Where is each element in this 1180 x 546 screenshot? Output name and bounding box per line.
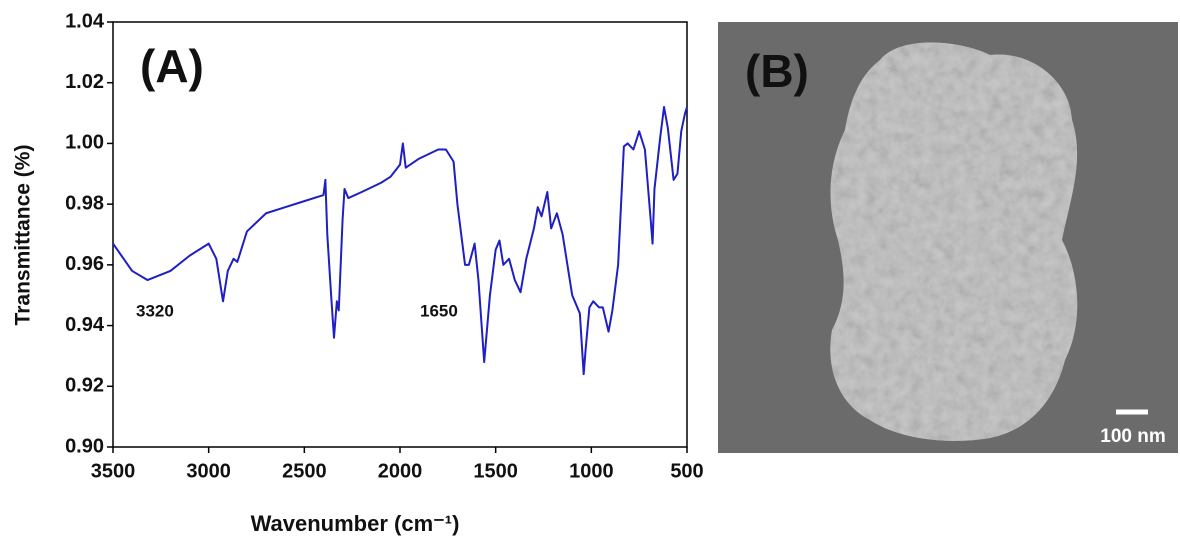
x-tick-label: 500 [670,460,703,482]
y-tick-label: 1.00 [65,132,104,154]
x-tick-label: 1500 [473,460,518,482]
annotation: 3320 [136,301,174,320]
y-tick-label: 1.02 [65,71,104,93]
x-tick-label: 2000 [378,460,423,482]
spectrum-line [112,106,688,376]
x-tick-label: 2500 [282,460,327,482]
x-tick-label: 1000 [569,460,614,482]
x-tick-label: 3500 [91,460,136,482]
scale-bar-label: 100 nm [1100,426,1165,447]
y-tick-label: 0.98 [65,192,104,214]
y-axis-label: Transmittance (%) [12,145,35,326]
x-axis-label: Wavenumber (cm⁻¹) [251,511,460,536]
y-tick-label: 1.04 [65,10,105,32]
x-tick-label: 3000 [186,460,231,482]
panel-label: (A) [140,40,204,92]
particle [830,42,1078,441]
y-tick-label: 0.90 [65,435,104,457]
y-tick-label: 0.96 [65,253,104,275]
y-tick-label: 0.92 [65,375,104,397]
annotation: 1650 [420,301,458,320]
y-tick-label: 0.94 [65,314,105,336]
sem-panel: (B) 100 nm [718,22,1178,453]
panel-label: (B) [745,45,809,97]
